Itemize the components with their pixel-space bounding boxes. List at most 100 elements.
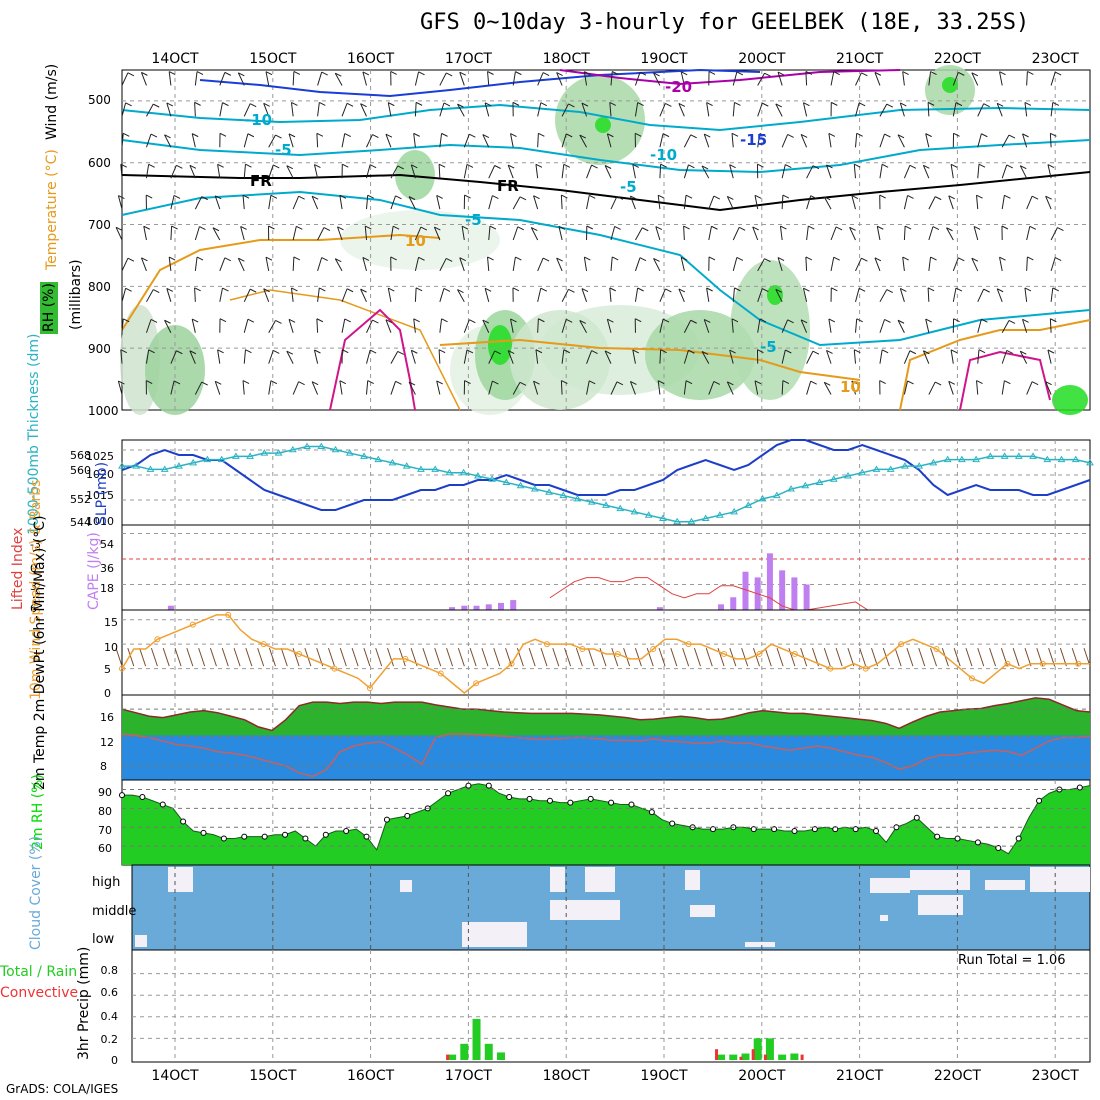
wind-barb [824, 196, 831, 201]
wind-barb [903, 350, 911, 364]
surface-wind-barb [221, 647, 229, 667]
surface-wind-barb [693, 647, 701, 667]
wind-barb [238, 257, 245, 262]
wind-barb [388, 287, 395, 292]
wind-barb [390, 226, 394, 241]
wind-barb [463, 349, 468, 364]
wind-barb [1022, 133, 1028, 148]
cloud-cell [550, 867, 565, 892]
rh2m-marker [139, 794, 146, 800]
wind-barb [317, 257, 323, 272]
wind-speed-marker [898, 641, 905, 648]
wind-barb [977, 164, 980, 179]
wind-barb [971, 257, 979, 262]
slp-tick: 1020 [86, 468, 114, 481]
wind-barb [851, 195, 859, 200]
wind-barb [512, 196, 521, 210]
surface-wind-barb [1012, 647, 1020, 667]
wind-barb [1004, 380, 1011, 385]
wind-barb [1050, 132, 1057, 137]
wind-barb [342, 349, 349, 354]
wind-barb [117, 195, 123, 210]
surface-wind-barb [127, 647, 135, 667]
wind-barb [823, 196, 832, 210]
wind-barb [736, 71, 744, 76]
wind-barb [542, 72, 550, 77]
pressure-tick: 600 [88, 156, 111, 170]
rh2m-marker [241, 833, 248, 840]
wind-barb [436, 195, 443, 199]
thickness-marker [587, 498, 596, 505]
wind-barb [339, 194, 347, 199]
wind-barb [189, 164, 197, 169]
thickness-marker [559, 491, 568, 499]
wind-barb [270, 194, 278, 199]
wind-barb [1057, 227, 1064, 231]
wind-tick: 10 [104, 641, 118, 654]
thickness-marker [516, 481, 525, 489]
wind-barb [904, 225, 912, 230]
wind-barb [777, 71, 783, 86]
surface-wind-barb [434, 647, 442, 667]
wind-barb [461, 225, 469, 230]
wind-barb [365, 225, 372, 230]
wind-speed-marker [508, 660, 515, 667]
wind-barb [127, 257, 135, 262]
wind-barb [586, 225, 594, 230]
wind-barb [196, 71, 204, 76]
wind-barb [346, 102, 354, 107]
wind-barb [125, 287, 132, 292]
thickness-marker [801, 481, 810, 489]
wind-barb [362, 71, 370, 76]
surface-wind-barb [646, 647, 654, 667]
wind-barb [604, 350, 612, 364]
wind-barb [731, 132, 739, 137]
wind-barb [781, 380, 784, 395]
wind-barb [708, 381, 715, 395]
rh2m-area [122, 783, 1090, 865]
wind-barb [385, 134, 392, 148]
wind-barb [420, 226, 428, 231]
wind-barb [897, 319, 905, 324]
wind-barb [438, 163, 446, 168]
wind-barb [781, 164, 786, 179]
wind-barb [826, 349, 833, 354]
wind-barb [121, 102, 127, 117]
wind-barb [224, 257, 232, 262]
wind-barb [1024, 102, 1032, 106]
wind-barb [292, 196, 300, 210]
wind-barb [754, 380, 759, 395]
wind-barb [955, 102, 963, 107]
wind-barb [950, 164, 954, 179]
wind-barb [515, 71, 522, 76]
surface-wind-barb [871, 647, 878, 667]
wind-barb [657, 195, 661, 210]
wind-speed-marker [1075, 660, 1082, 667]
wind-barb [874, 257, 882, 262]
wind-barb [950, 349, 958, 354]
wind-barb [369, 164, 377, 169]
thickness-marker [1014, 452, 1023, 459]
wind-barb [265, 71, 270, 86]
rh2m-marker [587, 795, 594, 802]
thickness-marker [374, 455, 383, 463]
precip-convective-bar [739, 1056, 743, 1060]
wind-barb [634, 72, 641, 86]
thickness-axis-label: 1000-500mb Thickness (dm) [26, 334, 42, 535]
precip-tick: 0.4 [101, 1010, 119, 1023]
wind-barb [680, 71, 685, 86]
wind-barb [194, 256, 198, 271]
wind-barb [948, 381, 954, 395]
wind-barb [764, 72, 771, 77]
thickness-marker [260, 449, 269, 456]
wind-barb [996, 288, 1004, 293]
wind-barb [826, 350, 832, 364]
wind-barb [121, 258, 129, 272]
wind-barb [879, 380, 886, 384]
rh2m-marker [546, 797, 553, 804]
wind-barb [537, 288, 542, 302]
wind-barb [886, 103, 893, 108]
wind-barb [835, 226, 843, 231]
wind-barb [153, 289, 160, 294]
wind-barb [457, 289, 464, 294]
